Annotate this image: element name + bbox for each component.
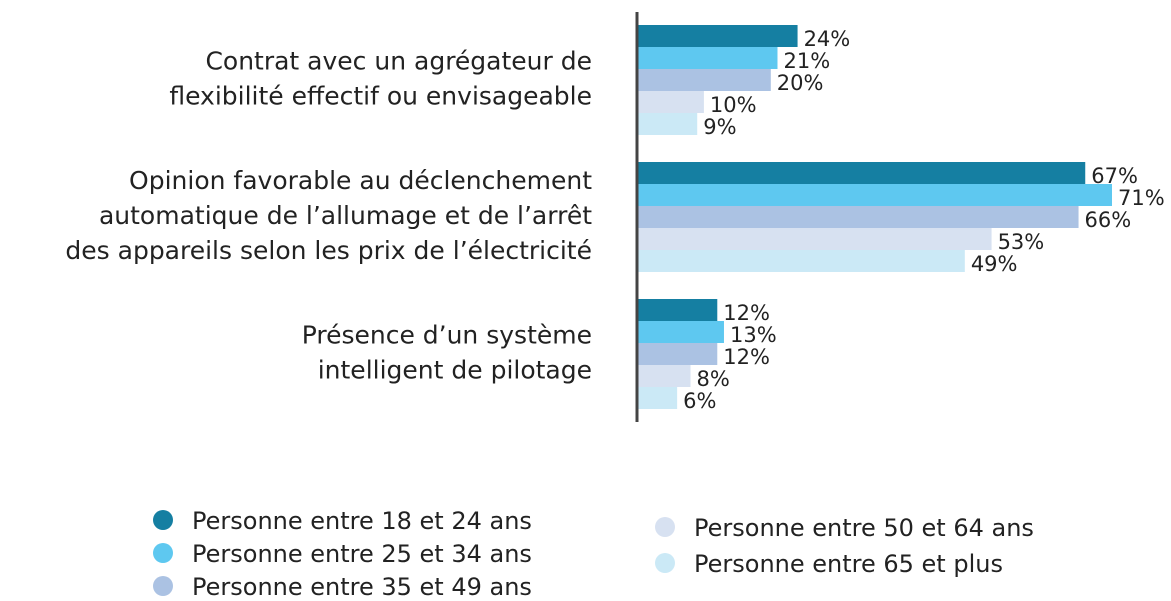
bar [637, 113, 698, 135]
bar [637, 206, 1079, 228]
bar [637, 162, 1086, 184]
bar [637, 228, 992, 250]
legend-swatch [655, 517, 675, 537]
legend-label: Personne entre 25 et 34 ans [192, 540, 532, 568]
legend-swatch [655, 553, 675, 573]
value-label: 9% [703, 115, 736, 139]
category-label: automatique de l’allumage et de l’arrêt [99, 201, 592, 230]
bar [637, 387, 678, 409]
category-label: flexibilité effectif ou envisageable [169, 82, 592, 111]
bar [637, 91, 704, 113]
value-label: 21% [783, 49, 830, 73]
value-label: 71% [1118, 186, 1165, 210]
bar [637, 69, 771, 91]
value-label: 24% [804, 27, 851, 51]
value-label: 12% [723, 301, 770, 325]
category-label: des appareils selon les prix de l’électr… [65, 236, 592, 265]
legend-swatch [153, 510, 173, 530]
value-label: 6% [683, 389, 716, 413]
value-label: 13% [730, 323, 777, 347]
bar [637, 25, 798, 47]
legend-swatch [153, 543, 173, 563]
value-label: 53% [998, 230, 1045, 254]
bar [637, 343, 718, 365]
category-label: Contrat avec un agrégateur de [205, 47, 592, 76]
bar [637, 365, 691, 387]
bar [637, 47, 778, 69]
category-label: intelligent de pilotage [318, 356, 592, 385]
legend-label: Personne entre 50 et 64 ans [694, 514, 1034, 542]
legend-label: Personne entre 65 et plus [694, 550, 1003, 578]
value-label: 20% [777, 71, 824, 95]
bar [637, 321, 724, 343]
bar [637, 299, 718, 321]
bar [637, 250, 965, 272]
category-label: Présence d’un système [302, 321, 592, 350]
value-label: 10% [710, 93, 757, 117]
value-label: 49% [971, 252, 1018, 276]
category-label: Opinion favorable au déclenchement [129, 166, 592, 195]
value-label: 12% [723, 345, 770, 369]
legend-label: Personne entre 18 et 24 ans [192, 507, 532, 535]
value-label: 8% [697, 367, 730, 391]
value-label: 66% [1085, 208, 1132, 232]
legend-swatch [153, 576, 173, 596]
legend-label: Personne entre 35 et 49 ans [192, 573, 532, 601]
bar [637, 184, 1112, 206]
